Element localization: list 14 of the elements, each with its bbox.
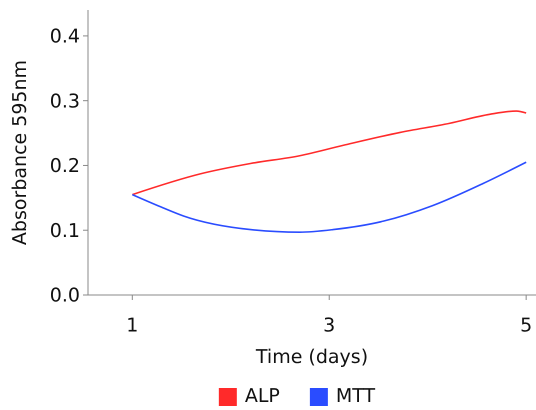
y-tick-label: 0.2 xyxy=(50,155,80,178)
x-tick-label: 1 xyxy=(126,314,138,336)
legend-label: MTT xyxy=(336,385,376,407)
y-tick-label: 0.4 xyxy=(50,26,80,48)
line-series xyxy=(132,110,527,196)
x-tick-label: 5 xyxy=(520,314,532,336)
line-series xyxy=(132,161,527,233)
x-tick-label: 3 xyxy=(323,314,336,336)
y-tick-label: 0.1 xyxy=(50,220,80,242)
legend-label: ALP xyxy=(244,385,280,407)
y-tick-label: 0.0 xyxy=(50,284,80,307)
y-axis-title: Absorbance 595nm xyxy=(9,60,31,246)
x-axis-title: Time (days) xyxy=(254,346,368,368)
y-tick-label: 0.3 xyxy=(50,90,80,112)
